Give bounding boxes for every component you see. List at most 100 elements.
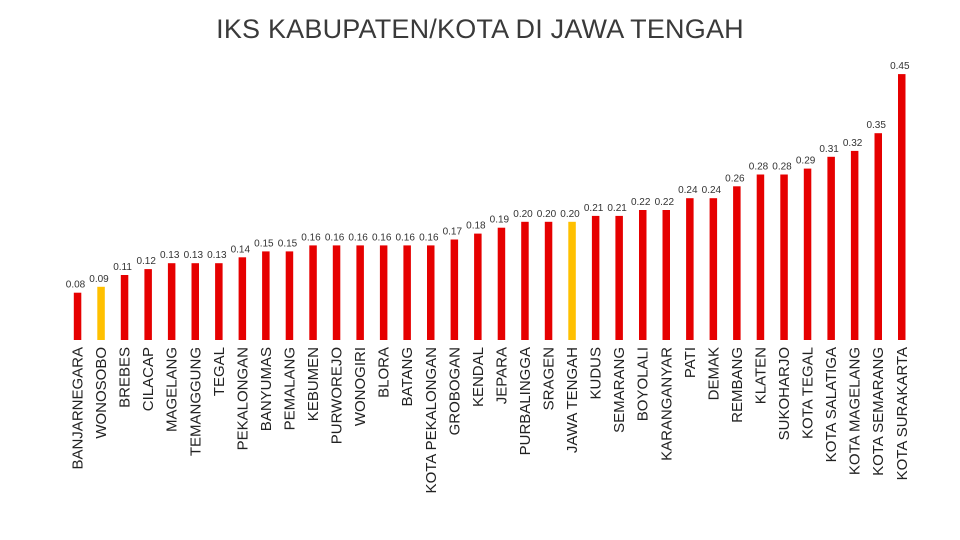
category-label: TEMANGGUNG (187, 347, 204, 456)
bar-kudus (591, 215, 600, 340)
data-label: 0.31 (819, 144, 839, 155)
bar-boyolali (639, 210, 647, 340)
category-label: GROBOGAN (446, 347, 463, 435)
data-label: 0.08 (66, 280, 86, 291)
data-label: 0.12 (136, 256, 156, 267)
data-label: 0.17 (443, 227, 463, 238)
data-label: 0.35 (866, 120, 886, 131)
data-label: 0.19 (490, 215, 510, 226)
data-label: 0.16 (301, 232, 321, 243)
category-label: BLORA (376, 347, 393, 398)
bar-kota-surakarta (898, 74, 906, 340)
category-label: PATI (682, 347, 699, 378)
category-label: PEKALONGAN (234, 347, 251, 450)
data-label: 0.21 (584, 203, 604, 214)
category-label: BREBES (117, 347, 134, 408)
bar-pemalang (285, 251, 294, 340)
category-label: JAWA TENGAH (564, 347, 581, 453)
category-label: DEMAK (705, 347, 722, 400)
category-label: BOYOLALI (635, 347, 652, 421)
category-label: KOTA SURAKARTA (894, 347, 911, 480)
data-label: 0.16 (395, 232, 415, 243)
category-label: TEGAL (211, 347, 228, 396)
data-label: 0.11 (113, 262, 132, 273)
bar-semarang (615, 215, 623, 340)
category-label: KOTA MAGELANG (847, 347, 864, 475)
data-label: 0.09 (89, 274, 109, 285)
data-label: 0.16 (348, 232, 368, 243)
bar-kota-tegal (803, 168, 812, 340)
category-label: PEMALANG (282, 347, 299, 430)
category-label: KOTA PEKALONGAN (423, 347, 440, 493)
bar-sukoharjo (780, 174, 788, 340)
data-label: 0.15 (278, 238, 298, 249)
bar-temanggung (191, 263, 199, 340)
data-label: 0.16 (372, 232, 392, 243)
data-label: 0.28 (749, 162, 769, 173)
category-label: WONOSOBO (93, 347, 110, 439)
bar-kota-salatiga (827, 156, 835, 340)
bar-banyumas (262, 251, 270, 340)
bar-purbalingga (521, 221, 529, 340)
category-label: PURWOREJO (329, 347, 346, 444)
data-label: 0.13 (207, 250, 227, 261)
bar-jawa-tengah (568, 221, 576, 340)
category-label: BANJARNEGARA (70, 347, 87, 470)
category-label: PURBALINGGA (517, 347, 534, 455)
data-label: 0.24 (702, 185, 722, 196)
data-label: 0.45 (890, 61, 910, 72)
bar-kota-semarang (874, 133, 882, 340)
category-label: JEPARA (493, 347, 510, 404)
category-label: WONOGIRI (352, 347, 369, 426)
bar-banjarnegara (73, 292, 82, 340)
data-label: 0.21 (607, 203, 627, 214)
bar-wonogiri (356, 245, 364, 340)
data-label: 0.20 (560, 209, 580, 220)
data-label: 0.26 (725, 173, 745, 184)
category-label: SEMARANG (611, 347, 628, 433)
data-label: 0.13 (160, 250, 180, 261)
category-label: SUKOHARJO (776, 347, 793, 440)
category-label: CILACAP (140, 347, 157, 411)
data-label: 0.16 (325, 232, 345, 243)
data-label: 0.20 (513, 209, 533, 220)
bar-kota-pekalongan (427, 245, 435, 340)
category-label: KENDAL (470, 347, 487, 407)
chart-title: IKS KABUPATEN/KOTA DI JAWA TENGAH (216, 14, 744, 44)
bar-pati (686, 198, 694, 340)
bar-rembang (733, 186, 741, 340)
category-label: BATANG (399, 347, 416, 406)
bar-blora (379, 245, 388, 340)
data-label: 0.22 (631, 197, 651, 208)
bar-grobogan (450, 239, 459, 340)
data-label: 0.20 (537, 209, 557, 220)
data-label: 0.22 (655, 197, 675, 208)
bar-sragen (544, 221, 553, 340)
bar-cilacap (144, 269, 152, 340)
data-label: 0.32 (843, 138, 863, 149)
data-label: 0.16 (419, 232, 439, 243)
category-label: KARANGANYAR (658, 347, 675, 461)
bar-brebes (120, 275, 129, 340)
category-label: KOTA SALATIGA (823, 347, 840, 462)
category-label: BANYUMAS (258, 347, 275, 431)
category-label: REMBANG (729, 347, 746, 423)
bar-kendal (474, 233, 482, 340)
category-label: KOTA TEGAL (800, 347, 817, 439)
category-label: KLATEN (753, 347, 770, 404)
data-label: 0.13 (184, 250, 204, 261)
bar-tegal (215, 263, 223, 340)
data-label: 0.24 (678, 185, 698, 196)
data-label: 0.28 (772, 162, 792, 173)
bar-kota-magelang (850, 150, 859, 340)
category-label: KOTA SEMARANG (870, 347, 887, 476)
data-label: 0.18 (466, 221, 486, 232)
bar-klaten (756, 174, 765, 340)
category-label: MAGELANG (164, 347, 181, 432)
bar-magelang (167, 263, 176, 340)
bar-batang (403, 245, 411, 340)
bar-jepara (497, 227, 506, 340)
bar-purworejo (332, 245, 341, 340)
category-label: KEBUMEN (305, 347, 322, 421)
